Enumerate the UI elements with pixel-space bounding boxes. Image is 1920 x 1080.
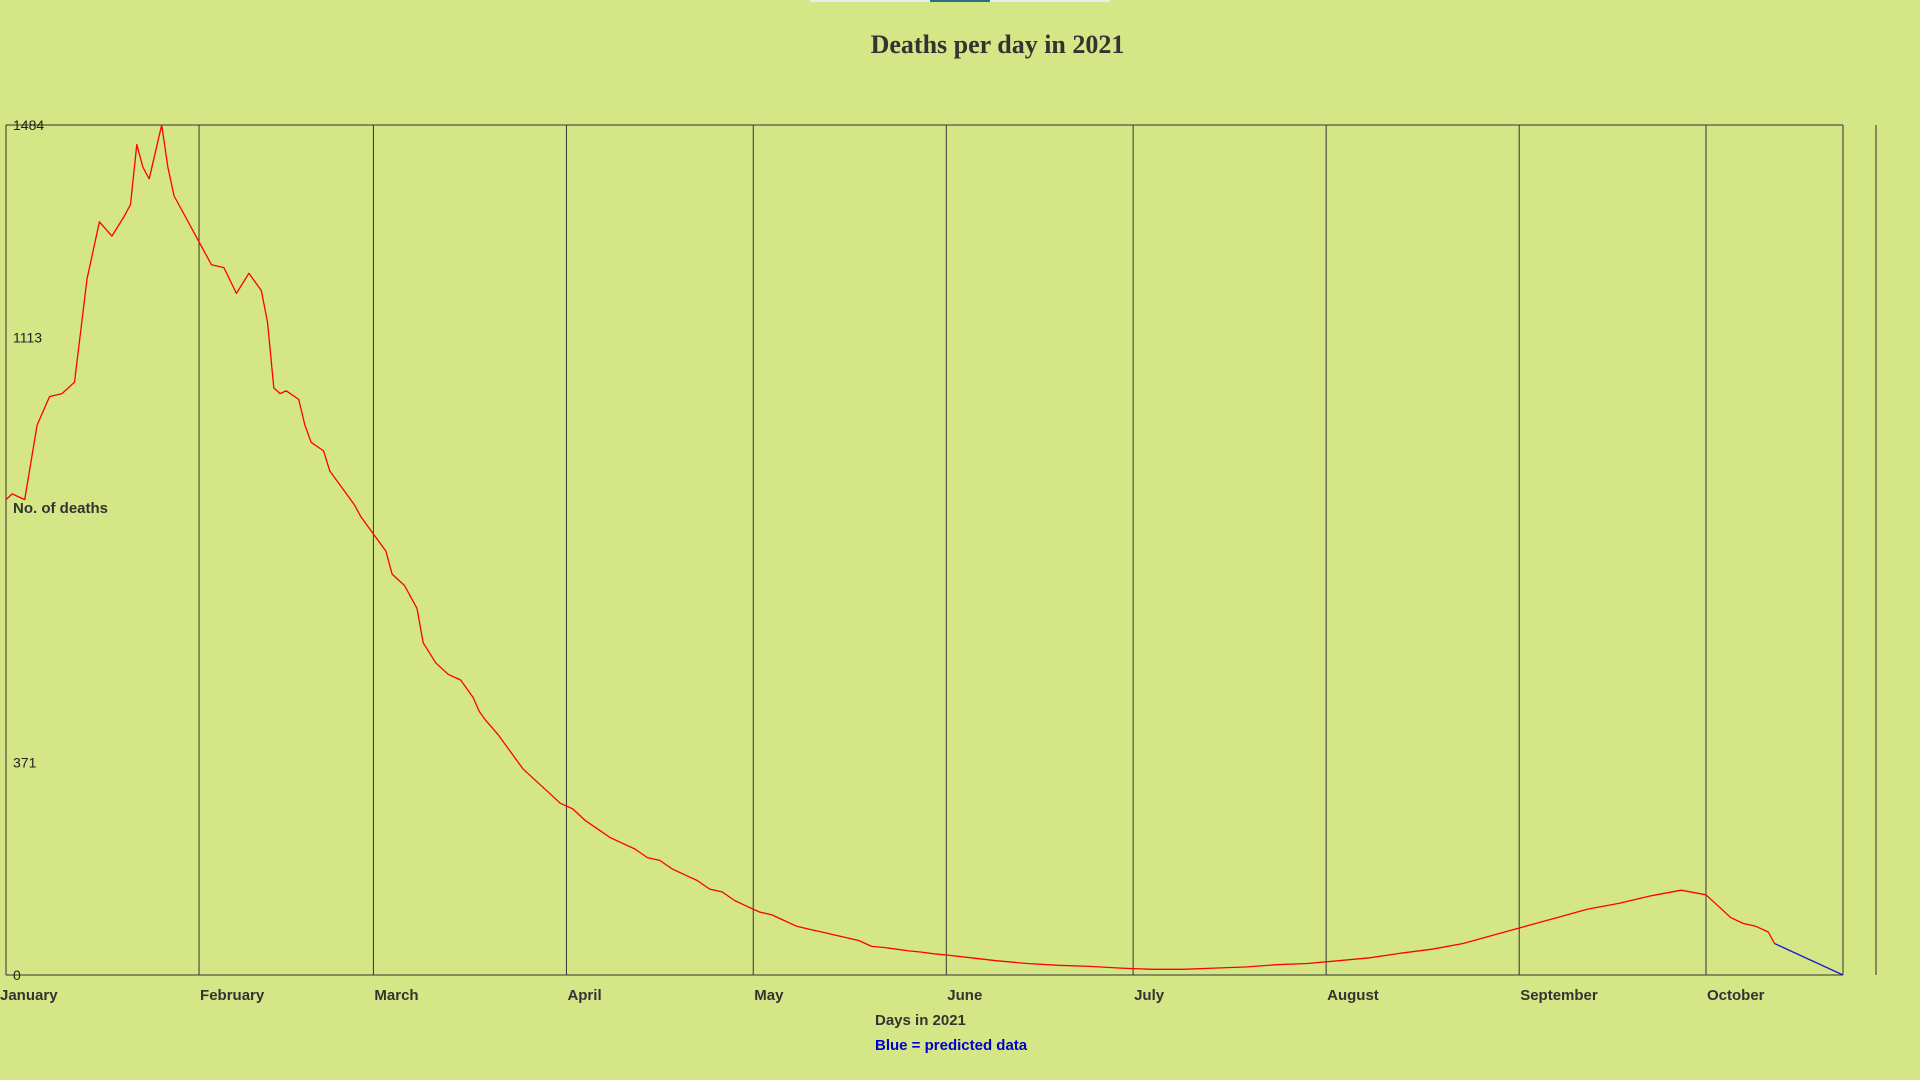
month-label: June [947,987,982,1004]
actual-series-line [5,124,1776,970]
y-tick-label: 0 [13,967,21,983]
labels-layer: January February March April May June July Augu… [0,117,1765,1004]
y-axis-title: No. of deaths [13,500,108,517]
y-tick-label: 1113 [13,330,42,346]
x-axis-title: Days in 2021 [875,1012,966,1029]
chart-title: Deaths per day in 2021 [870,30,1125,59]
predicted-note: Blue = predicted data [875,1037,1028,1054]
y-tick-label: 371 [13,755,37,771]
month-label: January [0,987,58,1004]
y-tick-label: 1484 [13,117,44,133]
top-strip-accent [930,0,990,2]
predicted-series-line [1774,942,1844,976]
month-label: April [567,987,601,1004]
month-label: October [1707,987,1765,1004]
month-label: May [754,987,784,1004]
month-label: February [200,987,265,1004]
grid-layer [198,125,1707,975]
month-label: September [1520,987,1598,1004]
month-label: August [1327,987,1379,1004]
month-label: March [374,987,418,1004]
series-layer [5,124,1844,976]
axes-layer [5,124,1877,976]
month-label: July [1134,987,1165,1004]
